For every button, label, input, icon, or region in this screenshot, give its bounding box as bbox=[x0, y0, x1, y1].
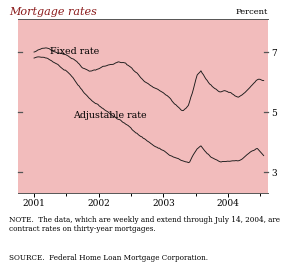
Text: NOTE.  The data, which are weekly and extend through July 14, 2004, are
contract: NOTE. The data, which are weekly and ext… bbox=[9, 216, 280, 233]
Text: Percent: Percent bbox=[236, 8, 268, 16]
Text: Fixed rate: Fixed rate bbox=[50, 47, 100, 56]
Text: Adjustable rate: Adjustable rate bbox=[73, 111, 147, 120]
Text: SOURCE.  Federal Home Loan Mortgage Corporation.: SOURCE. Federal Home Loan Mortgage Corpo… bbox=[9, 254, 208, 262]
Text: Mortgage rates: Mortgage rates bbox=[9, 7, 97, 17]
